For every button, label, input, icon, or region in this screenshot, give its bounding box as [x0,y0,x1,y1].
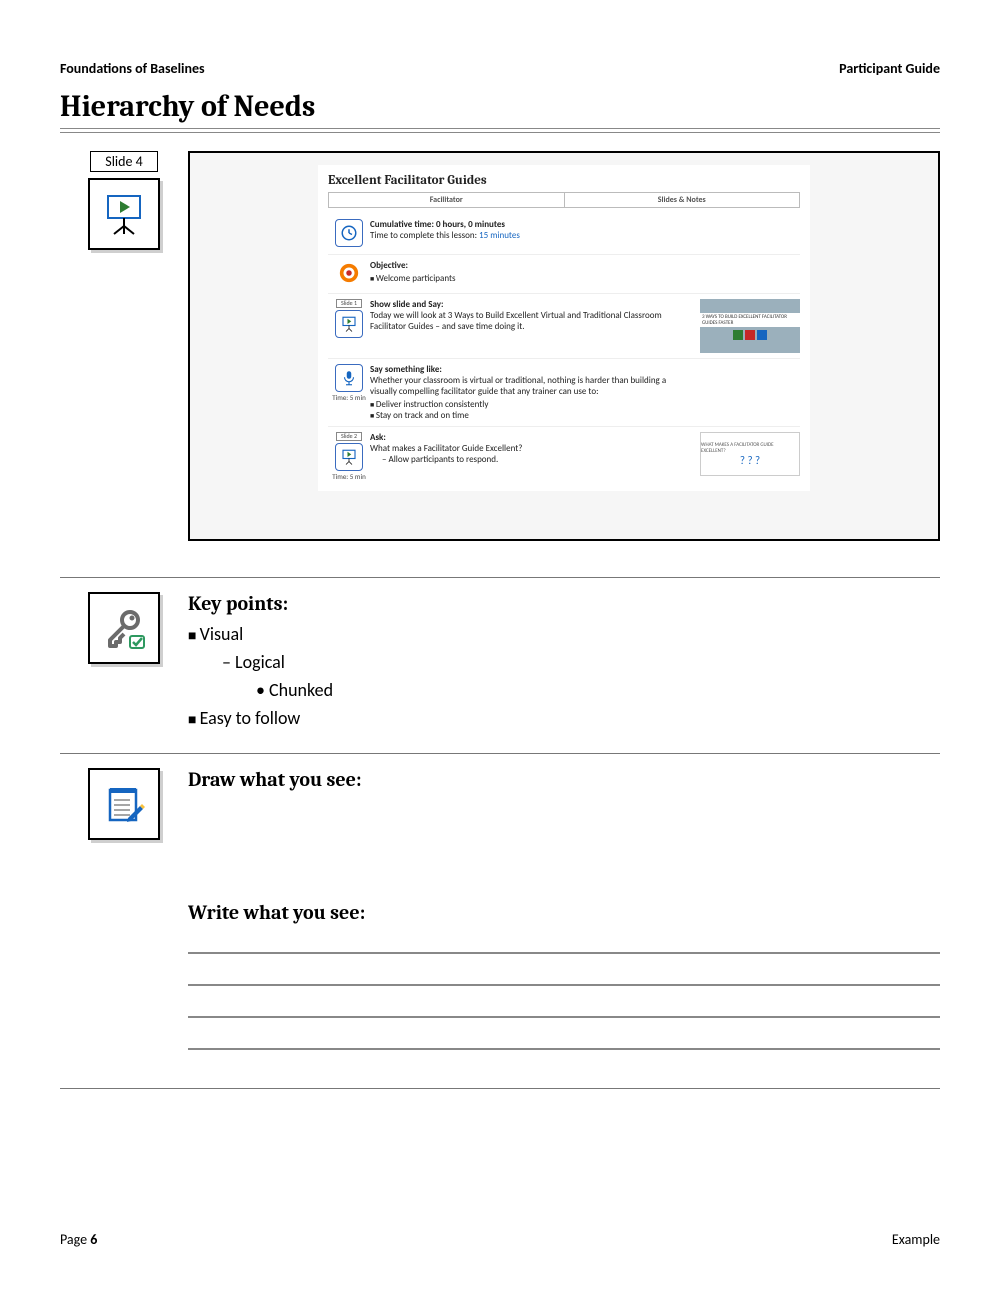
tab-facilitator: Facilitator [329,193,565,207]
projector-icon [88,178,160,250]
write-heading: Write what you see: [188,901,940,924]
embedded-row-say: Time: 5 min Say something like: Whether … [328,359,800,427]
ask-time: Time: 5 min [328,473,370,481]
divider-3 [60,1088,940,1089]
kp-visual: Visual Logical Chunked [188,623,940,701]
page-title: Hierarchy of Needs [60,89,940,124]
embedded-row-ask: Slide 2 Time: 5 min Ask: What makes a Fa… [328,427,800,485]
slide1-label: Slide 1 [336,299,362,308]
write-line [188,1016,940,1018]
page: Foundations of Baselines Participant Gui… [0,0,1000,1294]
draw-section: Draw what you see: Write what you see: [60,768,940,1080]
embedded-screenshot: Excellent Facilitator Guides Facilitator… [188,151,940,541]
key-points-list: Visual Logical Chunked Easy to follow [188,623,940,729]
write-line [188,1048,940,1050]
target-icon [336,260,362,286]
cumulative-time-heading: Cumulative time: 0 hours, 0 minutes [370,219,505,230]
mic-time: Time: 5 min [328,394,370,402]
kp-logical: Logical Chunked [222,651,940,701]
embedded-row-objective: Objective: Welcome participants [328,255,800,294]
draw-heading: Draw what you see: [188,768,940,791]
clock-icon [335,219,363,247]
embedded-row-slide1: Slide 1 Show slide and Say: Today we wil… [328,294,800,359]
slide-section: Slide 4 Excellent Facilitator Guides Fac… [60,151,940,541]
slide2-thumb: WHAT MAKES A FACILITATOR GUIDE EXCELLENT… [700,432,800,476]
objective-heading: Objective: [370,260,408,271]
title-rule [60,128,940,133]
lesson-time-text: Time to complete this lesson: 15 minutes [370,230,520,241]
slide-right-col: Excellent Facilitator Guides Facilitator… [188,151,940,541]
notepad-icon [88,768,160,840]
embedded-row-time: Cumulative time: 0 hours, 0 minutes Time… [328,214,800,255]
say-heading: Say something like: [370,364,442,375]
draw-area[interactable] [188,791,940,901]
show-slide-heading: Show slide and Say: [370,299,443,310]
slide1-thumb: 3 WAYS TO BUILD EXCELLENT FACILITATOR GU… [700,299,800,353]
kp-chunked: Chunked [256,679,940,701]
slide-icon [335,310,363,338]
key-icon [88,592,160,664]
objective-bullet: Welcome participants [370,273,694,284]
footer-page: Page 6 [60,1231,97,1248]
mic-icon [335,364,363,392]
kp-easy: Easy to follow [188,707,940,729]
embedded-tabs: Facilitator Slides & Notes [328,192,800,208]
slide-left-col: Slide 4 [60,151,188,250]
running-head-right: Participant Guide [839,60,940,77]
slide2-label: Slide 2 [336,432,362,441]
write-line [188,952,940,954]
write-lines[interactable] [188,952,940,1050]
footer: Page 6 Example [60,1231,940,1248]
slide-icon [335,443,363,471]
embedded-title: Excellent Facilitator Guides [328,173,800,188]
say-bullet-1: Deliver instruction consistently [370,399,694,410]
embedded-doc: Excellent Facilitator Guides Facilitator… [318,165,810,491]
divider-1 [60,577,940,578]
footer-right: Example [892,1231,940,1248]
tab-slides-notes: Slides & Notes [565,193,800,207]
slide-number-label: Slide 4 [90,151,157,172]
write-line [188,984,940,986]
running-head: Foundations of Baselines Participant Gui… [60,60,940,77]
running-head-left: Foundations of Baselines [60,60,205,77]
ask-text: What makes a Facilitator Guide Excellent… [370,443,522,454]
show-slide-text: Today we will look at 3 Ways to Build Ex… [370,310,662,332]
ask-heading: Ask: [370,432,386,443]
key-points-section: Key points: Visual Logical Chunked Easy … [60,592,940,735]
divider-2 [60,753,940,754]
say-bullet-2: Stay on track and on time [370,410,694,421]
say-text: Whether your classroom is virtual or tra… [370,375,666,397]
ask-dash: – Allow participants to respond. [382,454,498,465]
key-points-heading: Key points: [188,592,940,615]
